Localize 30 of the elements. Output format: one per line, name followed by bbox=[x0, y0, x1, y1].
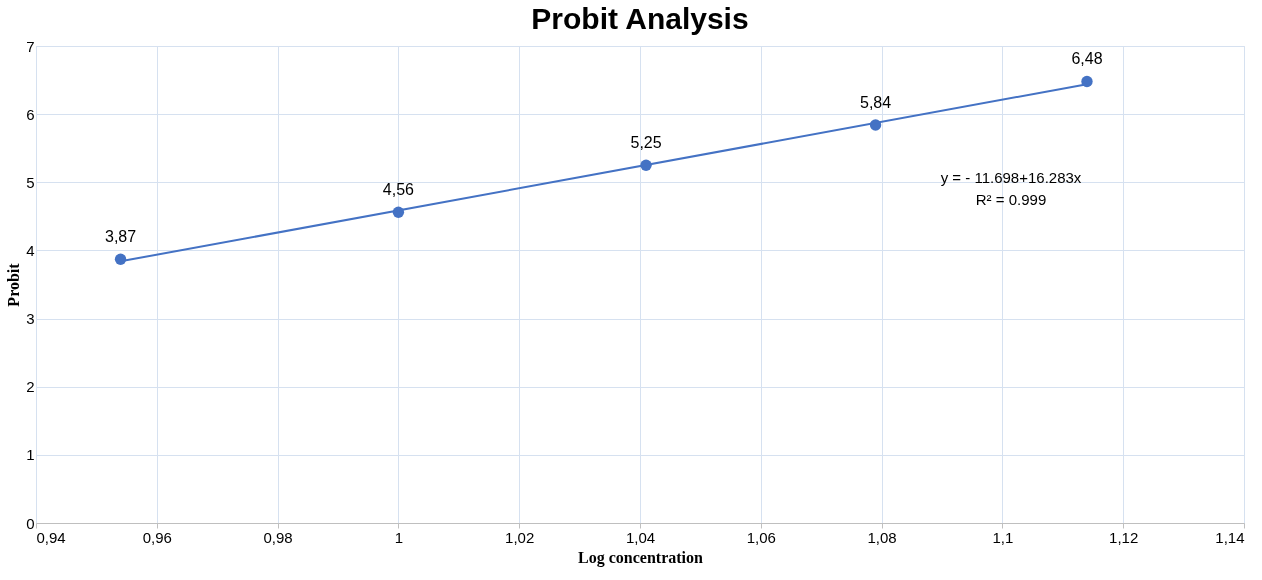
y-tick-label: 2 bbox=[26, 378, 35, 396]
data-label: 5,25 bbox=[630, 134, 662, 152]
data-label: 3,87 bbox=[104, 228, 137, 246]
x-tick-label: 1 bbox=[394, 528, 404, 546]
y-axis-title: Probit bbox=[5, 262, 23, 307]
x-axis-title: Log concentration bbox=[578, 548, 704, 567]
x-tick-label: 1,14 bbox=[1215, 528, 1245, 546]
data-label: 4,56 bbox=[382, 181, 415, 199]
annotation: R² = 0.999 bbox=[975, 191, 1047, 208]
x-tick-label: 1,1 bbox=[992, 528, 1014, 546]
y-tick-label: 3 bbox=[26, 310, 35, 328]
y-tick-label: 4 bbox=[26, 241, 35, 259]
y-tick-label: 1 bbox=[26, 446, 35, 464]
point bbox=[1081, 75, 1093, 88]
chart-title: Probit Analysis bbox=[531, 2, 749, 35]
x-tick-label: 1,12 bbox=[1109, 528, 1139, 546]
x-tick-label: 0,96 bbox=[142, 528, 172, 546]
data-label: 6,48 bbox=[1071, 50, 1103, 68]
x-tick-label: 0,94 bbox=[36, 528, 66, 546]
y-tick-label: 7 bbox=[26, 37, 35, 55]
annotation: y = - 11.698+16.283x bbox=[940, 169, 1082, 186]
x-tick-label: 1,08 bbox=[867, 528, 897, 546]
x-tick-label: 1,06 bbox=[746, 528, 776, 546]
y-tick-label: 5 bbox=[26, 173, 35, 191]
y-tick-label: 0 bbox=[26, 514, 35, 532]
y-tick-label: 6 bbox=[26, 105, 35, 123]
data-label: 5,84 bbox=[859, 94, 892, 112]
x-tick-label: 1,04 bbox=[625, 528, 656, 546]
x-tick-label: 1,02 bbox=[505, 528, 535, 546]
x-tick-label: 0,98 bbox=[263, 528, 293, 546]
